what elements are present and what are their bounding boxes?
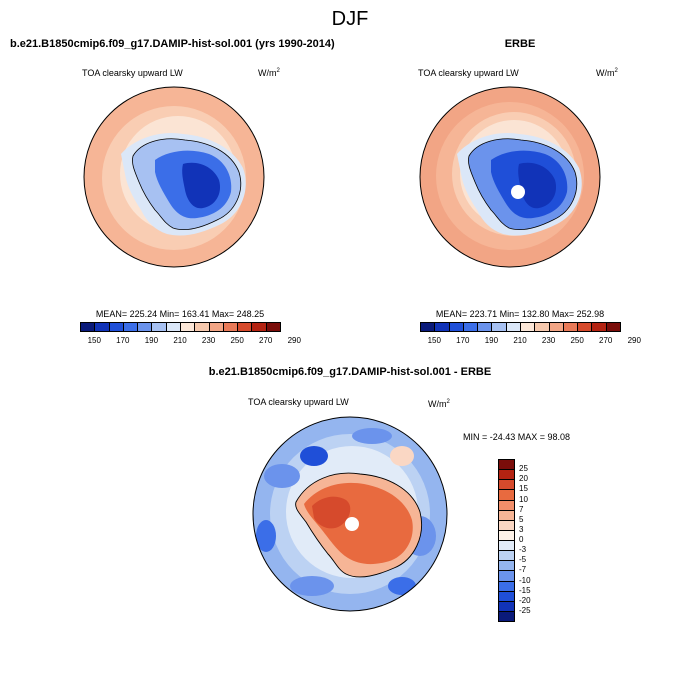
- colorbar-cell: [237, 322, 253, 332]
- panel3-anomaly-blob: [352, 428, 392, 444]
- colorbar-cell: [505, 322, 521, 332]
- colorbar-cell: [577, 322, 593, 332]
- colorbar-tick-label: 230: [201, 336, 216, 345]
- colorbar-cell: [605, 322, 621, 332]
- colorbar-cell: [108, 322, 124, 332]
- colorbar-tick-label: -7: [519, 565, 527, 575]
- colorbar-cell: [165, 322, 181, 332]
- colorbar-tick-label: 10: [519, 494, 528, 504]
- colorbar-cell: [520, 322, 536, 332]
- colorbar-tick-label: 0: [519, 535, 524, 544]
- panel3-anomaly-blob: [390, 446, 414, 466]
- panel1-colorbar: [80, 322, 281, 332]
- panel3-polar-map: [252, 416, 448, 612]
- figure-title: DJF: [331, 8, 369, 30]
- colorbar-cell: [251, 322, 267, 332]
- panel3-colorbar: [498, 459, 515, 622]
- colorbar-tick-label: 150: [427, 336, 441, 345]
- panel3-pole-hole: [345, 517, 359, 531]
- colorbar-cell: [548, 322, 564, 332]
- colorbar-tick-label: 190: [484, 336, 499, 345]
- panel1-title: b.e21.B1850cmip6.f09_g17.DAMIP-hist-sol.…: [10, 38, 335, 50]
- panel2-polar-map: [419, 86, 601, 268]
- colorbar-tick-label: -10: [519, 575, 531, 585]
- colorbar-cell: [122, 322, 139, 332]
- panel3-stats: MIN = -24.43 MAX = 98.08: [463, 432, 571, 442]
- panel1-polar-map: [83, 86, 265, 268]
- colorbar-tick-label: 7: [519, 504, 524, 514]
- panel2-pole-hole: [511, 185, 525, 199]
- colorbar-cell: [151, 322, 167, 332]
- panel2-units: W/m2: [596, 68, 618, 78]
- colorbar-tick-label: 270: [599, 336, 613, 345]
- colorbar-cell: [462, 322, 479, 332]
- colorbar-tick-label: 250: [230, 336, 244, 345]
- colorbar-tick-label: 210: [173, 336, 187, 345]
- panel3-antarctica-peak: [312, 496, 351, 529]
- panel2-colorbar-labels: 150 170 190 210 230 250 270 290: [420, 336, 641, 346]
- colorbar-tick-label: 290: [627, 336, 641, 345]
- panel3-colorbar-labels: 25 20 15 10 7 5 3 0 -3 -5 -7 -10 -15 -20 -25: [519, 459, 549, 621]
- panel1-units: W/m2: [258, 68, 280, 78]
- colorbar-cell: [222, 322, 239, 332]
- colorbar-tick-label: 190: [144, 336, 159, 345]
- colorbar-cell: [420, 322, 436, 332]
- panel3-title: b.e21.B1850cmip6.f09_g17.DAMIP-hist-sol.…: [208, 366, 492, 378]
- colorbar-cell: [434, 322, 450, 332]
- colorbar-tick-label: 170: [116, 336, 130, 345]
- colorbar-cell: [498, 610, 515, 622]
- colorbar-tick-label: 5: [519, 514, 524, 524]
- panel2-stats: MEAN= 223.71 Min= 132.80 Max= 252.98: [435, 309, 605, 319]
- panel2-antarctica-core: [518, 162, 557, 209]
- colorbar-cell: [491, 322, 507, 332]
- colorbar-cell: [194, 322, 210, 332]
- panel2-title: ERBE: [504, 38, 536, 50]
- panel1-colorbar-labels: 150 170 190 210 230 250 270 290: [80, 336, 301, 346]
- colorbar-cell: [80, 322, 96, 332]
- panel3-anomaly-blob: [256, 520, 276, 552]
- colorbar-cell: [208, 322, 224, 332]
- colorbar-tick-label: 270: [259, 336, 273, 345]
- colorbar-cell: [94, 322, 110, 332]
- colorbar-cell: [448, 322, 464, 332]
- colorbar-cell: [477, 322, 493, 332]
- panel3-anomaly-blob: [290, 576, 334, 596]
- colorbar-tick-label: -3: [519, 545, 527, 555]
- colorbar-tick-label: -20: [519, 595, 531, 605]
- colorbar-tick-label: -15: [519, 585, 531, 595]
- panel1-antarctica-core: [182, 162, 221, 209]
- panel1-stats: MEAN= 225.24 Min= 163.41 Max= 248.25: [95, 309, 265, 319]
- panel3-variable-label: TOA clearsky upward LW: [248, 397, 349, 407]
- colorbar-cell: [591, 322, 607, 332]
- colorbar-cell: [265, 322, 281, 332]
- colorbar-tick-label: 3: [519, 524, 524, 534]
- colorbar-tick-label: 20: [519, 474, 528, 484]
- colorbar-tick-label: 150: [87, 336, 101, 345]
- colorbar-tick-label: 170: [456, 336, 470, 345]
- colorbar-tick-label: 250: [570, 336, 584, 345]
- colorbar-cell: [534, 322, 550, 332]
- panel2-colorbar: [420, 322, 621, 332]
- colorbar-cell: [562, 322, 579, 332]
- colorbar-tick-label: 25: [519, 464, 528, 474]
- colorbar-cell: [180, 322, 196, 332]
- colorbar-cell: [137, 322, 153, 332]
- panel3-units: W/m2: [428, 399, 450, 409]
- colorbar-tick-label: -25: [519, 605, 531, 615]
- colorbar-tick-label: 290: [287, 336, 301, 345]
- panel3-anomaly-blob: [264, 464, 300, 488]
- panel2-variable-label: TOA clearsky upward LW: [418, 68, 519, 78]
- panel3-anomaly-blob: [388, 577, 416, 595]
- colorbar-tick-label: -5: [519, 555, 527, 565]
- colorbar-tick-label: 15: [519, 484, 528, 494]
- colorbar-tick-label: 210: [513, 336, 527, 345]
- panel1-variable-label: TOA clearsky upward LW: [82, 68, 183, 78]
- colorbar-tick-label: 230: [541, 336, 556, 345]
- panel3-anomaly-blob: [300, 446, 328, 466]
